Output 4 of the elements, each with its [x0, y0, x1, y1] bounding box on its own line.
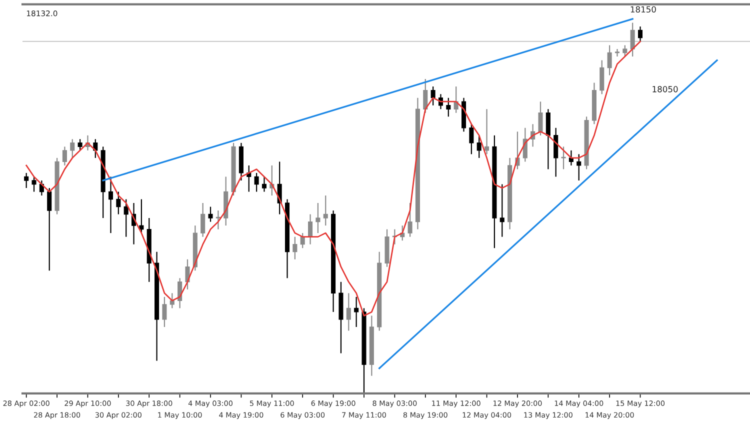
candlestick [208, 206, 213, 222]
candlestick [32, 176, 36, 192]
annotation: 18050 [652, 86, 678, 92]
text: 18150 [630, 6, 656, 13]
